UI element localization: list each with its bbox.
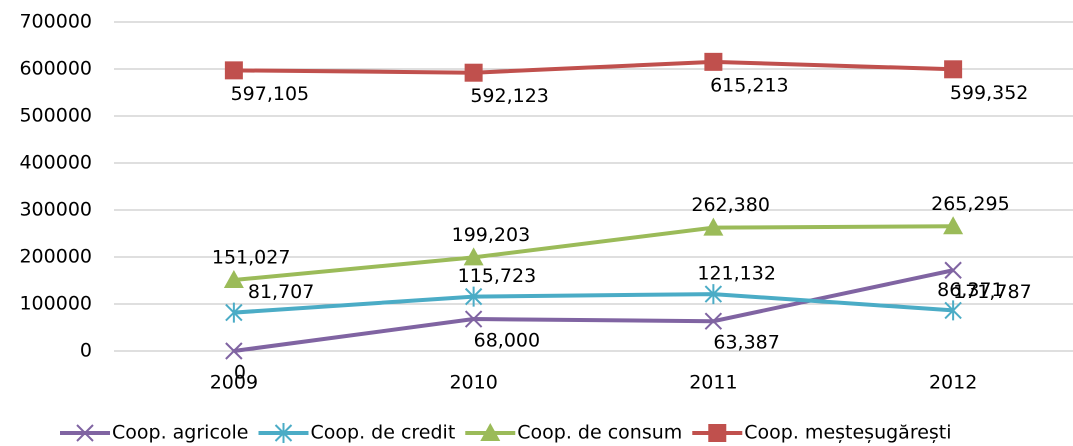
marker-square: [944, 60, 963, 79]
legend-label: Coop. agricole: [112, 422, 249, 444]
marker-triangle: [463, 247, 484, 266]
x-tick-label: 2011: [689, 372, 737, 394]
marker-square: [708, 424, 727, 442]
series-line: [233, 224, 954, 283]
data-label: 615,213: [710, 74, 789, 96]
marker: [223, 270, 244, 289]
y-tick-label: 0: [80, 340, 92, 362]
data-label: 86,371: [937, 279, 1003, 301]
y-tick-label: 100000: [19, 293, 92, 315]
marker: [708, 424, 727, 442]
legend-label: Coop. de credit: [311, 422, 456, 444]
marker: [480, 423, 501, 441]
marker: [943, 216, 964, 235]
marker-square: [224, 61, 243, 80]
series-line: [233, 59, 954, 75]
data-label: 121,132: [697, 263, 776, 285]
data-label: 265,295: [931, 193, 1010, 215]
data-label: 171,787: [953, 281, 1032, 303]
marker: [464, 310, 483, 328]
marker: [704, 52, 723, 71]
marker: [704, 284, 723, 305]
marker: [944, 300, 962, 321]
data-label: 199,203: [452, 224, 531, 246]
series-line: [233, 292, 954, 315]
marker-asterisk: [225, 302, 243, 323]
marker-triangle: [703, 217, 724, 236]
y-tick-label: 500000: [19, 105, 92, 127]
data-label: 262,380: [691, 194, 770, 216]
data-label: 81,707: [248, 281, 314, 303]
x-tick-label: 2012: [929, 372, 977, 394]
data-label: 68,000: [474, 330, 540, 352]
marker-x: [76, 424, 94, 442]
y-tick-label: 300000: [19, 199, 92, 221]
x-tick-label: 2009: [210, 372, 258, 394]
marker: [464, 286, 483, 307]
marker: [463, 247, 484, 266]
marker-asterisk: [944, 300, 962, 321]
marker: [464, 63, 483, 82]
marker: [225, 342, 243, 360]
y-tick-label: 600000: [19, 58, 92, 80]
marker-triangle: [480, 423, 501, 441]
series-line: [233, 268, 954, 353]
marker-square: [464, 63, 483, 82]
data-label: 115,723: [458, 265, 537, 287]
marker-x: [464, 310, 483, 328]
data-label: 0: [234, 362, 246, 384]
y-tick-label: 700000: [19, 11, 92, 33]
legend-label: Coop. meșteșugărești: [744, 422, 951, 444]
marker-x: [704, 312, 723, 330]
marker-x: [225, 342, 243, 360]
y-tick-label: 400000: [19, 152, 92, 174]
marker: [274, 423, 293, 443]
marker-asterisk: [464, 286, 483, 307]
marker: [944, 60, 963, 79]
marker-square: [704, 52, 723, 71]
x-tick-label: 2010: [449, 372, 497, 394]
data-label: 597,105: [231, 83, 310, 105]
marker-asterisk: [274, 423, 293, 443]
data-label: 63,387: [713, 332, 779, 354]
data-label: 151,027: [212, 247, 291, 269]
marker: [76, 424, 94, 442]
marker: [703, 217, 724, 236]
marker-x: [944, 261, 962, 279]
data-label: 592,123: [470, 85, 549, 107]
legend-label: Coop. de consum: [517, 422, 682, 444]
marker: [704, 312, 723, 330]
marker-asterisk: [704, 284, 723, 305]
data-label: 599,352: [950, 82, 1029, 104]
marker: [225, 302, 243, 323]
y-tick-label: 200000: [19, 246, 92, 268]
marker-triangle: [943, 216, 964, 235]
marker: [224, 61, 243, 80]
marker-triangle: [223, 270, 244, 289]
marker: [944, 261, 962, 279]
